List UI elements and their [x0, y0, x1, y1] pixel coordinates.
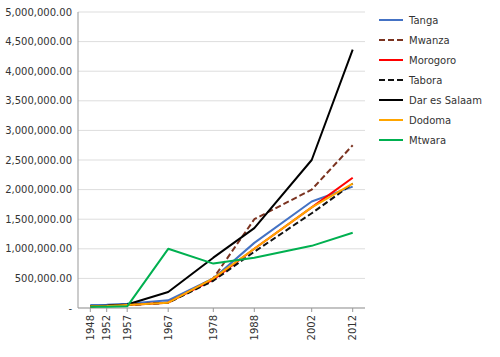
x-tick [127, 308, 128, 312]
legend-swatch [379, 119, 403, 121]
y-tick-label: 1,500,000.00 [5, 214, 72, 225]
y-tick-label: 1,000,000.00 [5, 243, 72, 254]
x-tick-label: 2012 [347, 315, 358, 340]
grid-line [78, 12, 365, 13]
x-tick [90, 308, 91, 312]
legend-swatch [379, 59, 403, 61]
grid-line [78, 100, 365, 101]
x-tick [352, 308, 353, 312]
x-tick-label: 2002 [306, 315, 317, 340]
x-tick-label: 1957 [122, 315, 133, 340]
y-tick-label: 5,000,000.00 [5, 7, 72, 18]
legend-swatch [379, 139, 403, 141]
y-tick-label: 2,000,000.00 [5, 184, 72, 195]
x-tick-label: 1948 [85, 315, 96, 340]
chart: - 500,000.00 1,000,000.00 1,500,000.00 2,000… [0, 0, 500, 357]
series-line [90, 50, 352, 307]
grid-line [78, 248, 365, 249]
legend: Tanga Mwanza Morogoro Tabora Dar es Salaam Do… [379, 15, 482, 146]
legend-label: Dar es Salaam [409, 95, 482, 106]
lines [90, 50, 352, 307]
x-tick [106, 308, 107, 312]
grid-line [78, 189, 365, 190]
grid-line [78, 278, 365, 279]
x-tick [254, 308, 255, 312]
legend-swatch [379, 19, 403, 21]
series-line [90, 184, 352, 307]
y-tick-label: 3,000,000.00 [5, 125, 72, 136]
y-tick-label: 500,000.00 [15, 273, 72, 284]
legend-label: Morogoro [409, 55, 456, 66]
x-tick-label: 1952 [101, 315, 112, 340]
y-axis [78, 12, 79, 308]
x-tick [311, 308, 312, 312]
legend-swatch [379, 99, 403, 101]
legend-swatch [379, 79, 403, 81]
series-line [90, 233, 352, 307]
legend-label: Tabora [408, 75, 442, 86]
y-tick-label: 4,500,000.00 [5, 36, 72, 47]
legend-label: Mtwara [409, 135, 446, 146]
legend-label: Dodoma [409, 115, 451, 126]
grid-line [78, 71, 365, 72]
x-tick-label: 1978 [208, 315, 219, 340]
y-tick-label: 2,500,000.00 [5, 155, 72, 166]
legend-label: Tanga [408, 15, 438, 26]
grid-line [78, 160, 365, 161]
series-line [90, 178, 352, 306]
x-tick [213, 308, 214, 312]
series-line [90, 145, 352, 306]
y-tick-label: 3,500,000.00 [5, 95, 72, 106]
y-tick-label: 4,000,000.00 [5, 66, 72, 77]
series-line [90, 184, 352, 307]
legend-swatch [379, 39, 403, 41]
y-tick-label: - [68, 303, 72, 314]
grid-line [78, 219, 365, 220]
x-axis [78, 308, 365, 309]
x-tick [168, 308, 169, 312]
y-grid [78, 12, 365, 308]
grid-line [78, 41, 365, 42]
legend-label: Mwanza [409, 35, 450, 46]
grid-line [78, 308, 365, 309]
x-tick-label: 1988 [249, 315, 260, 340]
x-tick-label: 1967 [163, 315, 174, 340]
